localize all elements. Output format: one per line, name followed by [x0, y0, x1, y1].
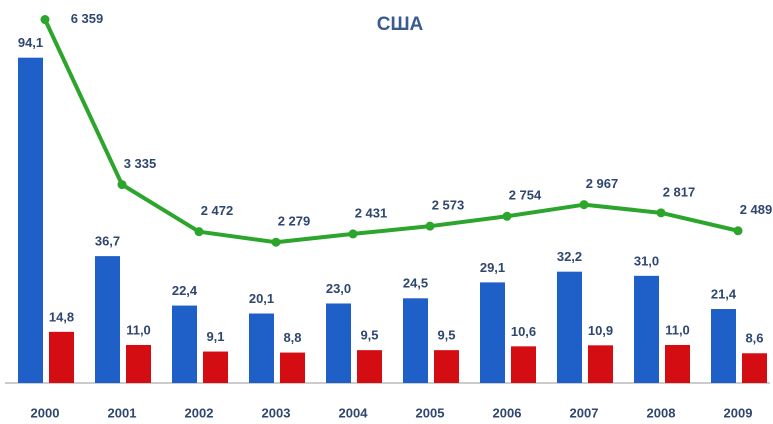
line-point	[425, 221, 435, 231]
bar	[403, 298, 428, 383]
data-label: 22,4	[172, 283, 198, 298]
bar	[357, 350, 382, 383]
x-tick-label: 2008	[647, 405, 676, 420]
line-point	[656, 208, 666, 218]
data-label: 2 431	[355, 205, 388, 220]
data-label: 32,2	[557, 249, 582, 264]
bar	[665, 344, 690, 383]
bar	[511, 346, 536, 383]
data-label: 23,0	[326, 281, 351, 296]
x-tick-label: 2005	[416, 405, 445, 420]
data-label: 6 359	[71, 11, 104, 26]
x-tick-label: 2002	[185, 405, 214, 420]
bar	[434, 350, 459, 383]
bar	[49, 331, 74, 383]
bar	[634, 275, 659, 383]
data-label: 2 754	[509, 188, 542, 203]
data-label: 20,1	[249, 291, 274, 306]
data-label: 10,9	[588, 323, 613, 338]
x-tick-label: 2004	[339, 405, 369, 420]
data-label: 2 472	[201, 203, 234, 218]
bar	[711, 309, 736, 383]
data-label: 9,1	[206, 329, 224, 344]
data-label: 2 489	[740, 202, 773, 217]
bar	[18, 57, 43, 383]
data-label: 24,5	[403, 276, 428, 291]
bar	[249, 313, 274, 383]
data-label: 36,7	[95, 234, 120, 249]
x-tick-label: 2000	[31, 405, 60, 420]
bar	[95, 256, 120, 383]
bar	[280, 352, 305, 383]
x-tick-label: 2006	[493, 405, 522, 420]
data-label: 8,6	[745, 331, 763, 346]
bar	[742, 353, 767, 383]
line-point	[194, 227, 204, 237]
data-label: 3 335	[124, 156, 157, 171]
data-label: 29,1	[480, 260, 505, 275]
line-point	[502, 211, 512, 221]
data-label: 9,5	[360, 328, 378, 343]
chart-title: США	[377, 14, 424, 35]
bar	[172, 305, 197, 383]
data-label: 94,1	[18, 35, 43, 50]
bar	[203, 351, 228, 383]
data-label: 8,8	[283, 330, 301, 345]
data-label: 10,6	[511, 324, 536, 339]
data-label: 2 573	[432, 198, 465, 213]
x-tick-label: 2009	[724, 405, 753, 420]
data-label: 2 817	[663, 184, 696, 199]
x-tick-label: 2001	[108, 405, 137, 420]
line	[43, 18, 739, 245]
data-label: 14,8	[49, 309, 74, 324]
line-point	[733, 226, 743, 236]
bar	[588, 345, 613, 383]
line-point	[117, 180, 127, 190]
data-label: 31,0	[634, 253, 659, 268]
x-tick-label: 2007	[570, 405, 599, 420]
line-point	[271, 237, 281, 247]
data-label: 11,0	[126, 322, 151, 337]
data-label: 21,4	[711, 286, 737, 301]
data-label: 2 279	[278, 214, 311, 229]
bar	[326, 303, 351, 383]
line-point	[348, 229, 358, 239]
line-point	[40, 15, 50, 25]
data-label: 11,0	[665, 322, 690, 337]
x-tick-label: 2003	[262, 405, 291, 420]
bar	[557, 271, 582, 383]
data-label: 9,5	[437, 328, 455, 343]
bar	[480, 282, 505, 383]
data-label: 2 967	[586, 176, 619, 191]
bar	[126, 344, 151, 383]
line-point	[579, 200, 589, 210]
